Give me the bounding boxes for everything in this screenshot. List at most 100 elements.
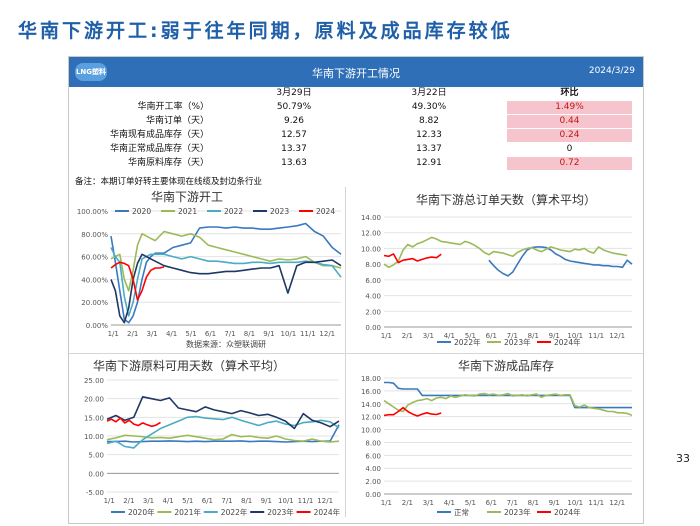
y-tick-label: 8.00 <box>365 261 381 269</box>
table-row: 华南正常成品库存（天） 13.37 13.37 0 <box>69 143 643 156</box>
y-tick-label: 12.00 <box>361 230 381 238</box>
y-tick-label: 0.00% <box>86 322 109 330</box>
x-tick-label: 3/1 <box>143 497 154 505</box>
x-tick-label: 12/1 <box>319 330 335 338</box>
page-number: 33 <box>676 452 690 465</box>
x-tick-label: 8/1 <box>528 332 539 340</box>
y-tick-label: 40.00% <box>81 276 108 284</box>
y-tick-label: 10.00 <box>361 427 381 435</box>
x-tick-label: 4/1 <box>444 499 455 507</box>
legend-label: 2024年 <box>554 337 581 347</box>
header-current: 3月29日 <box>276 88 312 98</box>
x-tick-label: 1/1 <box>381 332 392 340</box>
table-row: 华南原料库存（天） 13.63 12.91 0.72 <box>69 157 643 170</box>
x-tick-label: 11/1 <box>298 497 314 505</box>
x-tick-label: 10/1 <box>567 332 583 340</box>
y-tick-label: 18.00 <box>361 375 381 383</box>
row-change: 0.24 <box>507 129 632 142</box>
table-note: 备注：本期订单好转主要体现在线缆及封边条行业 <box>75 177 263 187</box>
series-line-2024年 <box>383 253 442 264</box>
x-tick-label: 4/1 <box>444 332 455 340</box>
y-tick-label: 0.00 <box>365 491 381 499</box>
x-tick-label: 7/1 <box>507 332 518 340</box>
horizontal-divider <box>69 353 643 354</box>
row-change: 0.44 <box>507 115 632 128</box>
row-previous: 49.30% <box>411 102 447 112</box>
x-tick-label: 7/1 <box>224 330 235 338</box>
x-tick-label: 8/1 <box>244 330 255 338</box>
row-previous: 12.91 <box>416 158 442 168</box>
legend-label: 2023年 <box>267 507 294 517</box>
legend-label: 2024年 <box>554 507 581 517</box>
y-tick-label: 20.00% <box>81 299 108 307</box>
legend-label: 2020年 <box>128 507 155 517</box>
x-tick-label: 7/1 <box>221 497 232 505</box>
legend-label: 2024 <box>316 207 335 216</box>
x-tick-label: 6/1 <box>486 499 497 507</box>
x-tick-label: 8/1 <box>528 499 539 507</box>
x-tick-label: 1/1 <box>104 497 115 505</box>
x-tick-label: 5/1 <box>465 332 476 340</box>
chart-source: 数据来源：众塑联调研 <box>186 339 266 349</box>
y-tick-label: 0.00 <box>365 324 381 332</box>
legend-label: 2024年 <box>314 507 341 517</box>
y-tick-label: -5.00 <box>86 489 104 497</box>
series-line-2024年 <box>383 406 442 417</box>
series-line-2024年 <box>106 417 161 428</box>
x-tick-label: 12/1 <box>317 497 333 505</box>
row-label: 华南开工率（%） <box>137 102 209 112</box>
y-tick-label: 60.00% <box>81 254 108 262</box>
x-tick-label: 6/1 <box>205 330 216 338</box>
chart-title: 华南下游开工 <box>151 189 223 204</box>
panel-date: 2024/3/29 <box>588 66 635 76</box>
chart-title: 华南下游成品库存 <box>458 358 554 373</box>
legend-label: 2020 <box>132 207 151 216</box>
header-change: 环比 <box>560 88 579 98</box>
panel-banner: LNG塑料 华南下游开工情况 2024/3/29 <box>69 57 643 87</box>
vertical-divider <box>345 187 346 517</box>
row-previous: 13.37 <box>416 144 442 154</box>
x-tick-label: 6/1 <box>202 497 213 505</box>
legend-label: 2022年 <box>221 507 248 517</box>
y-tick-label: 10.00 <box>84 433 104 441</box>
table-row: 华南订单（天） 9.26 8.82 0.44 <box>69 115 643 128</box>
series-line-2024 <box>110 261 165 301</box>
series-line-2023年 <box>383 392 633 417</box>
x-tick-label: 9/1 <box>263 330 274 338</box>
row-current: 12.57 <box>281 130 307 140</box>
y-tick-label: 80.00% <box>81 231 108 239</box>
series-line-2022 <box>110 247 342 317</box>
series-line-2023年 <box>383 236 628 269</box>
row-current: 13.63 <box>281 158 307 168</box>
x-tick-label: 4/1 <box>162 497 173 505</box>
x-tick-label: 4/1 <box>166 330 177 338</box>
x-tick-label: 2/1 <box>127 330 138 338</box>
x-tick-label: 3/1 <box>423 332 434 340</box>
row-label: 华南现有成品库存（天） <box>109 130 209 140</box>
x-tick-label: 2/1 <box>402 499 413 507</box>
x-tick-label: 6/1 <box>486 332 497 340</box>
row-previous: 12.33 <box>416 130 442 140</box>
row-current: 9.26 <box>283 116 305 126</box>
x-tick-label: 2/1 <box>123 497 134 505</box>
y-tick-label: 16.00 <box>361 388 381 396</box>
chart-order-days: 华南下游总订单天数（算术平均） 0.00 2.00 4.00 6.00 8.00 10.00… <box>346 187 643 353</box>
row-change: 0 <box>566 144 573 154</box>
y-tick-label: 100.00% <box>77 208 108 216</box>
x-tick-label: 9/1 <box>549 332 560 340</box>
series-line-2023 <box>110 253 342 324</box>
x-tick-label: 8/1 <box>241 497 252 505</box>
legend-label: 2021年 <box>174 507 201 517</box>
x-tick-label: 5/1 <box>185 330 196 338</box>
x-tick-label: 1/1 <box>381 499 392 507</box>
y-tick-label: 10.00 <box>361 245 381 253</box>
table-row: 华南现有成品库存（天） 12.57 12.33 0.24 <box>69 129 643 142</box>
row-previous: 8.82 <box>418 116 440 126</box>
legend-label: 2023年 <box>504 337 531 347</box>
legend-label: 2023年 <box>504 507 531 517</box>
y-tick-label: 25.00 <box>84 377 104 385</box>
x-tick-label: 5/1 <box>182 497 193 505</box>
x-tick-label: 11/1 <box>588 332 604 340</box>
x-tick-label: 10/1 <box>278 497 294 505</box>
legend-label: 2023 <box>270 207 289 216</box>
